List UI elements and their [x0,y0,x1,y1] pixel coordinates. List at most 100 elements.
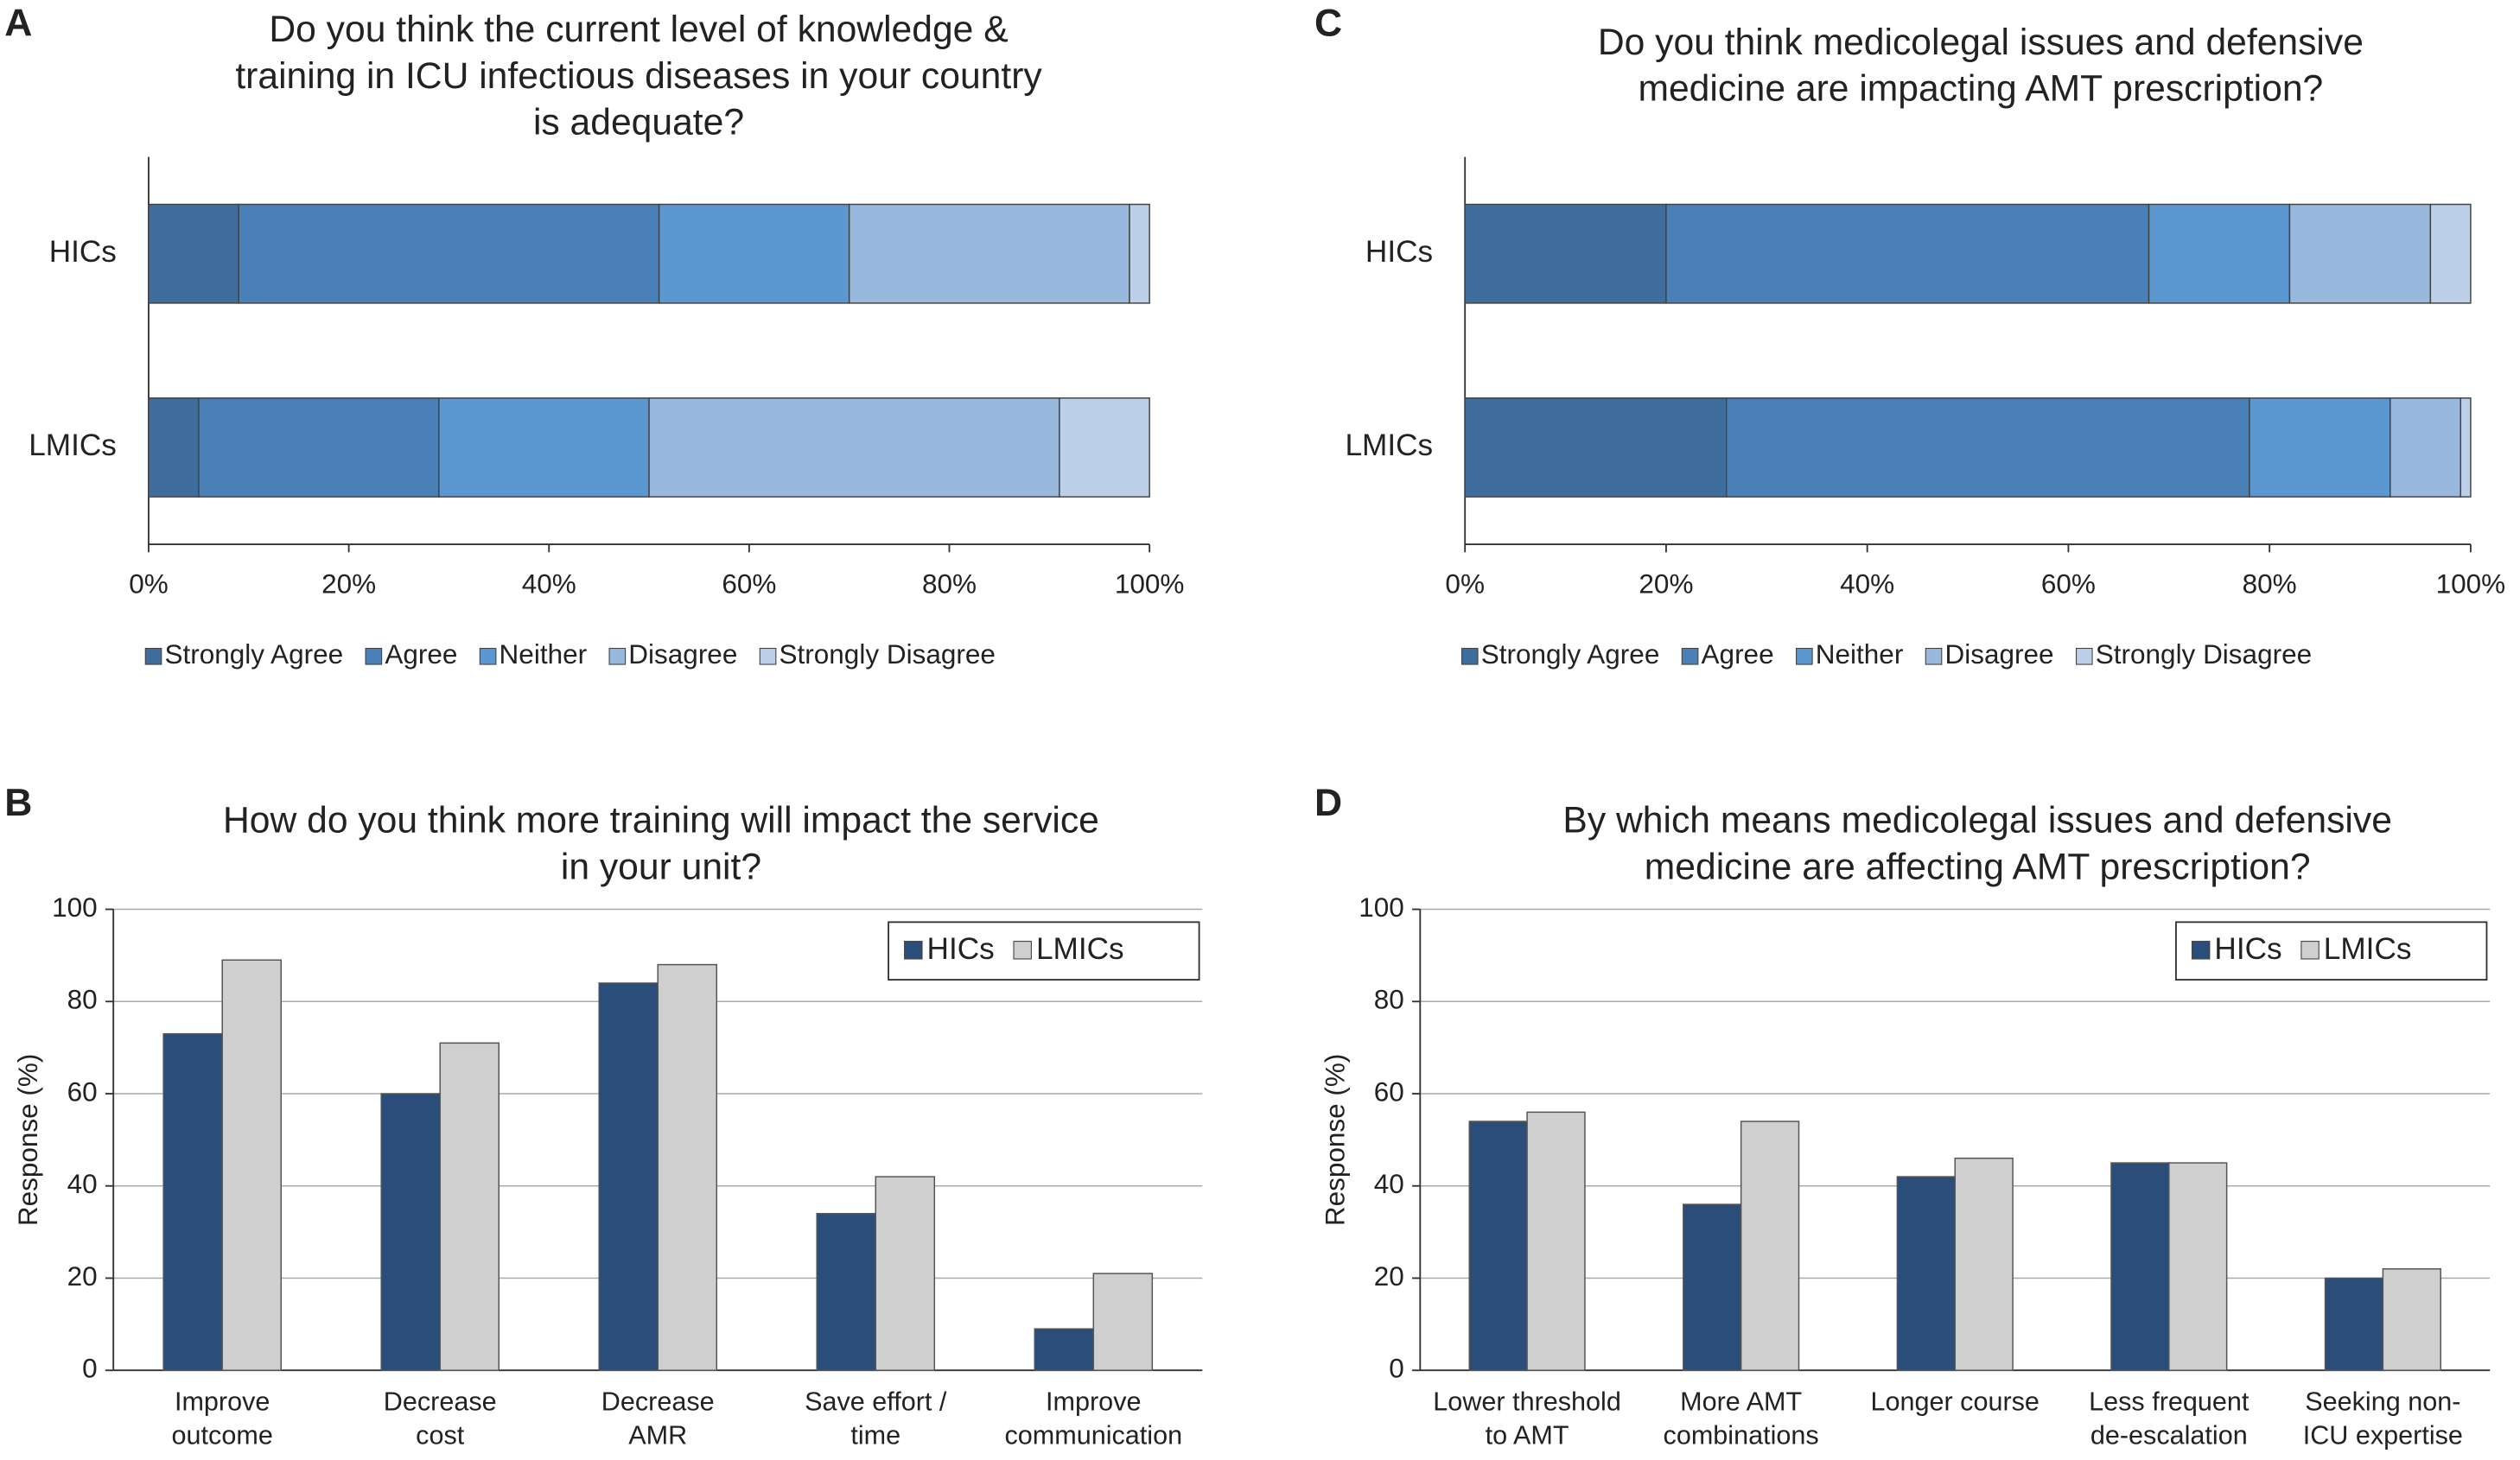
x-tick-label: Seeking non- ICU expertise [2302,1387,2463,1450]
legend-swatch [1013,941,1032,960]
y-tick-label: HICs [1365,235,1433,269]
x-tick-label-box: Decrease AMR [601,1387,715,1450]
panel-letter: A [4,2,32,44]
x-tick-label-box: Decrease cost [384,1388,497,1450]
x-tick-label-box: Longer course [1870,1387,2040,1417]
bar [1896,1176,1956,1371]
bar [598,982,659,1371]
bar [221,959,282,1371]
bar-segment [148,203,239,304]
x-tick-label: 60% [2041,568,2096,600]
x-tick-label: Improve outcome [171,1387,273,1450]
bar [439,1042,500,1371]
bar [2110,1162,2170,1371]
legend-label: HICs [927,932,995,966]
legend-swatch [1460,647,1479,665]
bar [2168,1162,2228,1371]
y-tick-label: 100 [1359,892,1404,923]
y-tick-label: 40 [1374,1168,1404,1199]
x-tick-label: 40% [1840,568,1894,600]
legend-swatch [759,647,777,665]
legend-swatch [608,647,627,665]
legend-label: Neither [500,638,588,670]
bar [380,1093,441,1371]
legend-swatch [144,647,162,665]
legend-label: Disagree [628,638,737,670]
legend-swatch [2191,941,2211,960]
x-tick-label-box: Improve outcome [171,1387,273,1450]
y-axis-title: Response (%) [12,1054,43,1227]
panel-letter: D [1314,782,1342,824]
y-tick-label: 20 [1374,1260,1404,1292]
bar-segment [658,203,850,304]
legend-swatch [365,647,383,665]
y-tick-label: 40 [67,1168,98,1199]
legend-label: LMICs [2324,932,2412,966]
legend-box [888,921,1200,981]
bar [1092,1273,1154,1371]
bar [2324,1277,2384,1371]
legend-swatch [2300,941,2320,960]
y-tick-label: 0 [82,1353,98,1384]
y-tick-label: 80 [67,984,98,1015]
panel-letter: C [1314,2,1342,44]
x-tick-label: Longer course [1870,1387,2040,1417]
x-tick-label: 20% [321,568,376,600]
legend-label: Strongly Agree [1481,638,1660,670]
legend-box [2175,921,2488,981]
x-tick-label-box: Seeking non- ICU expertise [2302,1387,2463,1450]
x-tick-label: Less frequent de-escalation [2089,1387,2250,1450]
bar [657,963,718,1371]
x-tick-label: Decrease AMR [601,1387,715,1450]
panel-letter: B [4,782,32,824]
y-tick-label: LMICs [1345,428,1433,462]
x-tick-label: Save effort / time [805,1387,947,1450]
x-tick-label: 100% [2436,568,2506,600]
legend-swatch [1925,647,1943,665]
bar-segment [2390,397,2462,498]
bar [1954,1157,2014,1371]
legend-swatch [479,647,497,665]
bar-segment [148,397,200,498]
chart-title-box: How do you think more training will impa… [223,799,1099,886]
x-tick-label-box: Less frequent de-escalation [2089,1387,2250,1450]
legend-label: Strongly Agree [164,638,343,670]
bar-segment [648,397,1060,498]
x-tick-label-box: More AMT combinations [1663,1387,1819,1450]
bar-segment [2288,203,2432,304]
legend-swatch [904,941,923,960]
bar [1468,1120,1528,1371]
bar [1034,1328,1095,1371]
x-tick-label-box: Improve communication [1004,1387,1183,1450]
bar-segment [238,203,660,304]
legend-label: Neither [1816,638,1904,670]
bar-segment [1059,397,1150,498]
bar [1740,1120,1800,1371]
bar-segment [1665,203,2150,304]
x-tick-label: Improve communication [1004,1387,1183,1450]
x-tick-label: 80% [922,568,977,600]
y-tick-label: LMICs [29,428,117,462]
x-tick-label: More AMT combinations [1663,1387,1819,1450]
chart-title: Do you think the current level of knowle… [235,8,1042,142]
x-tick-label: 20% [1639,568,1693,600]
x-tick-label-box: Save effort / time [805,1387,947,1450]
legend-label: HICs [2214,932,2281,966]
x-tick-label: 80% [2243,568,2297,600]
y-tick-label: 100 [52,892,98,923]
legend-swatch [1681,647,1699,665]
y-tick-label: 60 [1374,1076,1404,1107]
bar-segment [2460,397,2472,498]
y-tick-label: 0 [1389,1353,1404,1384]
x-tick-label: 100% [1115,568,1185,600]
bar [2382,1268,2441,1371]
bar-segment [1464,203,1667,304]
y-tick-label: 80 [1374,984,1404,1015]
bar-segment [1129,203,1150,304]
bar-segment [2429,203,2472,304]
x-tick-label: 0% [1445,568,1485,600]
y-tick-label: HICs [49,235,117,269]
chart-title-box: By which means medicolegal issues and de… [1562,799,2391,886]
legend-swatch [2075,647,2093,665]
